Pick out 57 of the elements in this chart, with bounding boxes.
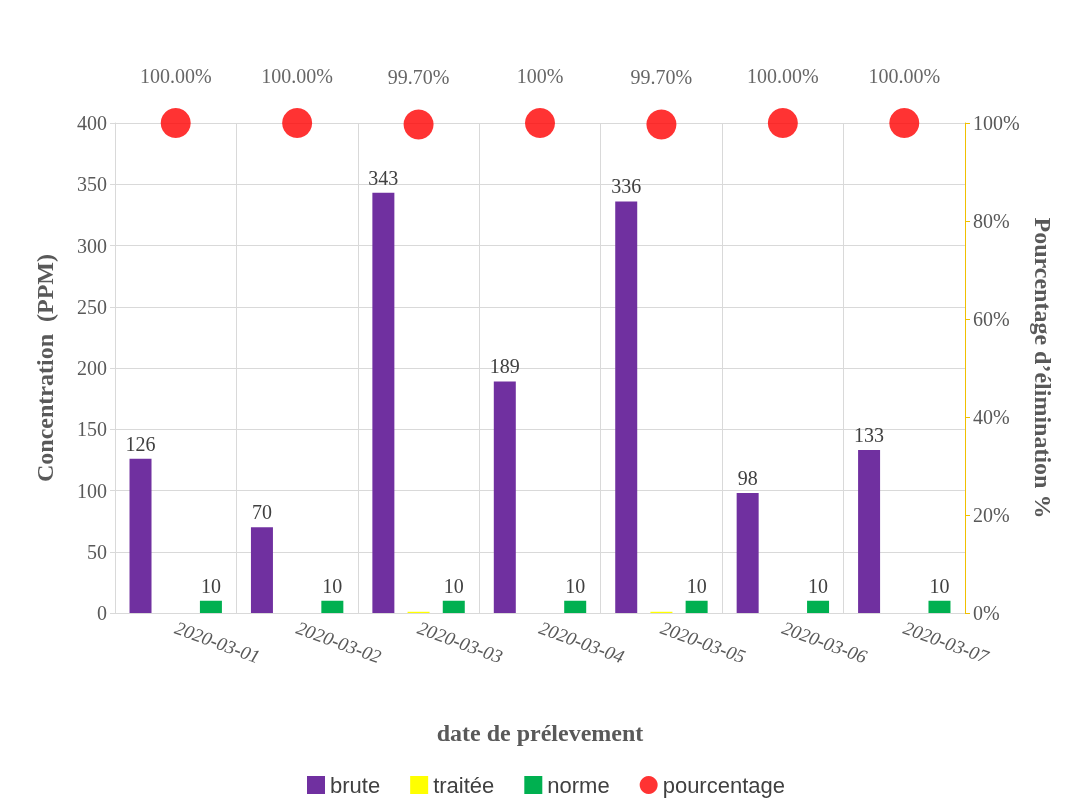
data-label: 133 [854,424,885,447]
y-tick-label: 250 [77,295,107,318]
y2-tick-label: 0% [973,602,1000,624]
bar [807,600,830,613]
data-label: 10 [443,574,464,597]
bar [615,201,638,613]
data-label: 10 [808,574,829,597]
data-label: 100% [516,65,564,87]
data-label: 98 [737,466,758,489]
data-label: 100.00% [868,65,941,87]
bar [685,600,708,613]
bar [442,600,465,613]
data-label: 100.00% [747,65,819,87]
bar [564,600,587,613]
data-label: 10 [929,574,950,597]
y-tick-label: 0 [97,602,107,624]
y-tick-label: 100 [77,479,107,502]
data-label: 126 [125,432,156,455]
y-tick-label: 150 [77,418,107,441]
bar [372,192,395,613]
y2-tick-label: 80% [973,210,1010,232]
data-label: 100.00% [139,65,212,87]
bar [321,600,344,613]
y-tick-label: 300 [77,234,107,257]
bar [858,450,881,613]
y-axis-title: Concentration (PPM) [32,254,58,482]
data-label: 189 [489,355,520,378]
y2-tick-label: 20% [973,504,1010,526]
data-label: 100.00% [261,65,333,87]
legend-label: norme [547,772,610,798]
data-label: 10 [565,574,586,597]
y2-axis-title: Pourcentage d’élimination % [1029,217,1056,519]
y-tick-label: 200 [77,357,107,379]
y2-tick-label: 40% [973,406,1010,428]
y-tick-label: 50 [87,540,107,563]
y2-tick-label: 60% [973,308,1010,330]
data-label: 336 [611,175,642,198]
legend-label: pourcentage [662,772,785,798]
bar [493,381,516,613]
bar [199,600,222,613]
bar [250,527,273,613]
data-label: 70 [251,501,272,524]
data-label: 10 [686,574,707,597]
data-label: 10 [200,574,221,597]
y2-tick-label: 100% [973,112,1020,134]
bar [736,492,759,613]
y-tick-label: 400 [77,112,107,134]
bar [928,600,951,613]
legend-label: brute [330,772,381,798]
y-tick-label: 350 [77,173,107,196]
data-label: 99.70% [630,66,693,89]
data-label: 10 [322,574,343,597]
data-label: 99.70% [387,66,450,89]
data-label: 343 [368,166,399,189]
legend-label: traitée [433,772,495,798]
x-axis-title: date de prélevement [436,720,644,746]
bar [129,458,152,613]
